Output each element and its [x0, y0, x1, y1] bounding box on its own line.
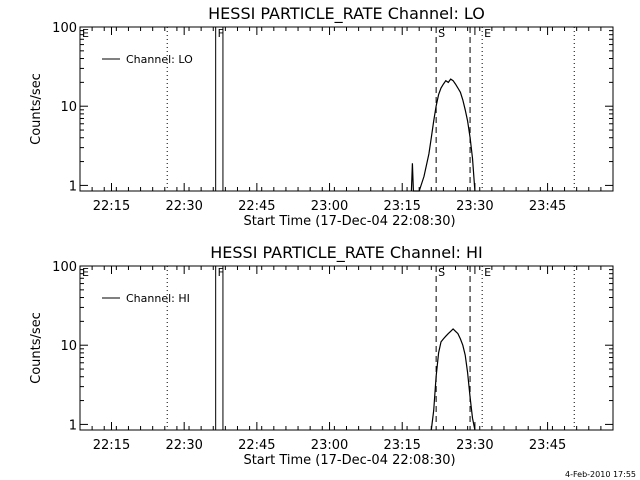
x-tick-label: 23:00	[311, 438, 348, 453]
y-tick-label: 10	[60, 100, 77, 115]
flag-label: S	[438, 27, 445, 40]
x-tick-label: 22:30	[165, 199, 202, 214]
flag-label: E	[484, 27, 491, 40]
x-tick-label: 22:15	[93, 199, 130, 214]
series-line	[430, 328, 476, 431]
x-tick-label: 23:00	[311, 199, 348, 214]
x-tick-label: 23:15	[383, 199, 420, 214]
legend-entry: Channel: HI	[126, 292, 190, 305]
chart-title: HESSI PARTICLE_RATE Channel: LO	[208, 4, 485, 24]
plot-frame	[79, 26, 614, 192]
x-tick-label: 23:45	[529, 438, 566, 453]
y-tick-label: 1	[69, 179, 77, 194]
flag-label: E	[82, 266, 89, 279]
series-line	[410, 78, 476, 192]
x-axis-label: Start Time (17-Dec-04 22:08:30)	[243, 214, 455, 229]
y-tick-label: 1	[69, 418, 77, 433]
x-tick-label: 23:45	[529, 199, 566, 214]
plot-frame	[79, 265, 614, 431]
x-tick-label: 23:15	[383, 438, 420, 453]
x-tick-label: 22:15	[93, 438, 130, 453]
flag-label: F	[218, 27, 224, 40]
legend-entry: Channel: LO	[126, 53, 193, 66]
chart-title: HESSI PARTICLE_RATE Channel: HI	[210, 243, 483, 263]
chart-panel-hi: HESSI PARTICLE_RATE Channel: HI 1 10 100 22:…	[29, 243, 614, 468]
x-tick-label: 23:30	[456, 199, 493, 214]
y-axis-label: Counts/sec	[29, 312, 44, 384]
plot-timestamp: 4-Feb-2010 17:55	[565, 470, 636, 479]
x-tick-label: 23:30	[456, 438, 493, 453]
x-tick-label: 22:45	[238, 438, 275, 453]
flag-label: S	[438, 266, 445, 279]
y-tick-label: 100	[52, 21, 77, 36]
y-axis-label: Counts/sec	[29, 73, 44, 145]
y-tick-label: 100	[52, 260, 77, 275]
x-axis-label: Start Time (17-Dec-04 22:08:30)	[243, 453, 455, 468]
y-tick-label: 10	[60, 339, 77, 354]
flag-label: E	[82, 27, 89, 40]
x-tick-label: 22:45	[238, 199, 275, 214]
flag-label: E	[484, 266, 491, 279]
flag-label: F	[218, 266, 224, 279]
x-tick-label: 22:30	[165, 438, 202, 453]
chart-panel-lo: HESSI PARTICLE_RATE Channel: LO 1 10 100 22:…	[29, 4, 614, 229]
